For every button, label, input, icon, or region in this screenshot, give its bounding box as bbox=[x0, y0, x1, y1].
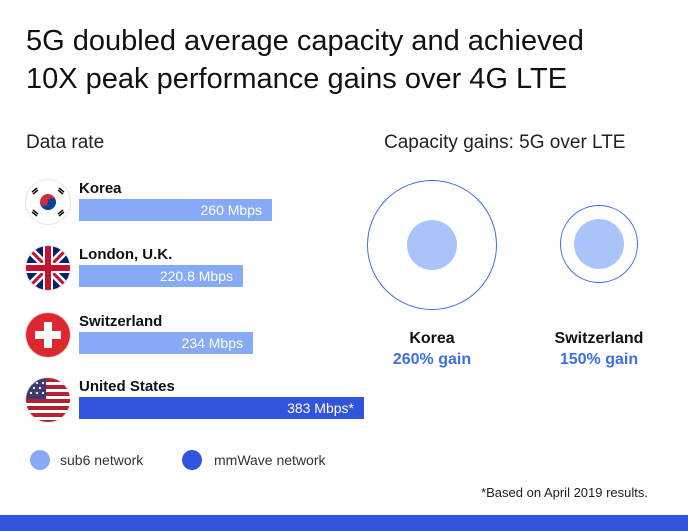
capacity-bubble-korea-inner bbox=[407, 220, 457, 270]
uk-flag-icon bbox=[26, 246, 70, 290]
legend-swatch-mmwave bbox=[182, 450, 202, 470]
data-rate-row-london: London, U.K. 220.8 Mbps bbox=[26, 246, 376, 302]
footnote: *Based on April 2019 results. bbox=[481, 485, 648, 500]
bar-category-label: United States bbox=[79, 378, 175, 395]
bar-switzerland: 234 Mbps bbox=[79, 332, 253, 354]
bottom-brand-band bbox=[0, 515, 688, 531]
bar-value-label: 260 Mbps bbox=[200, 202, 262, 218]
bar-value-label: 234 Mbps bbox=[181, 335, 243, 351]
bar-london: 220.8 Mbps bbox=[79, 265, 243, 287]
bar-korea: 260 Mbps bbox=[79, 199, 272, 221]
data-rate-row-switzerland: Switzerland 234 Mbps bbox=[26, 313, 376, 369]
legend-label-sub6: sub6 network bbox=[60, 452, 144, 468]
korea-flag-icon bbox=[26, 180, 70, 224]
title-line-1: 5G doubled average capacity and achieved bbox=[26, 25, 584, 57]
data-rate-row-united-states: United States 383 Mbps* bbox=[26, 378, 376, 434]
switzerland-flag-icon bbox=[26, 313, 70, 357]
legend: sub6 network mmWave network bbox=[30, 450, 390, 470]
bar-category-label: London, U.K. bbox=[79, 246, 173, 263]
page-title: 5G doubled average capacity and achieved… bbox=[26, 22, 676, 98]
bar-value-label: 383 Mbps* bbox=[287, 400, 354, 416]
title-line-2: 10X peak performance gains over 4G LTE bbox=[26, 63, 568, 95]
capacity-country-korea: Korea bbox=[409, 330, 455, 347]
bar-value-label: 220.8 Mbps bbox=[159, 268, 233, 284]
capacity-gain-switzerland: 150% gain bbox=[559, 351, 639, 368]
data-rate-row-korea: Korea 260 Mbps bbox=[26, 180, 376, 236]
bar-united-states: 383 Mbps* bbox=[79, 397, 364, 419]
capacity-bubble-switzerland-inner bbox=[574, 219, 624, 269]
capacity-gain-korea: 260% gain bbox=[392, 351, 472, 368]
bar-category-label: Switzerland bbox=[79, 313, 163, 330]
capacity-gains-title: Capacity gains: 5G over LTE bbox=[384, 132, 626, 153]
data-rate-title: Data rate bbox=[26, 132, 105, 153]
capacity-country-switzerland: Switzerland bbox=[554, 330, 644, 347]
bar-category-label: Korea bbox=[79, 180, 122, 197]
legend-label-mmwave: mmWave network bbox=[214, 452, 326, 468]
legend-swatch-sub6 bbox=[30, 450, 50, 470]
usa-flag-icon bbox=[26, 378, 70, 422]
